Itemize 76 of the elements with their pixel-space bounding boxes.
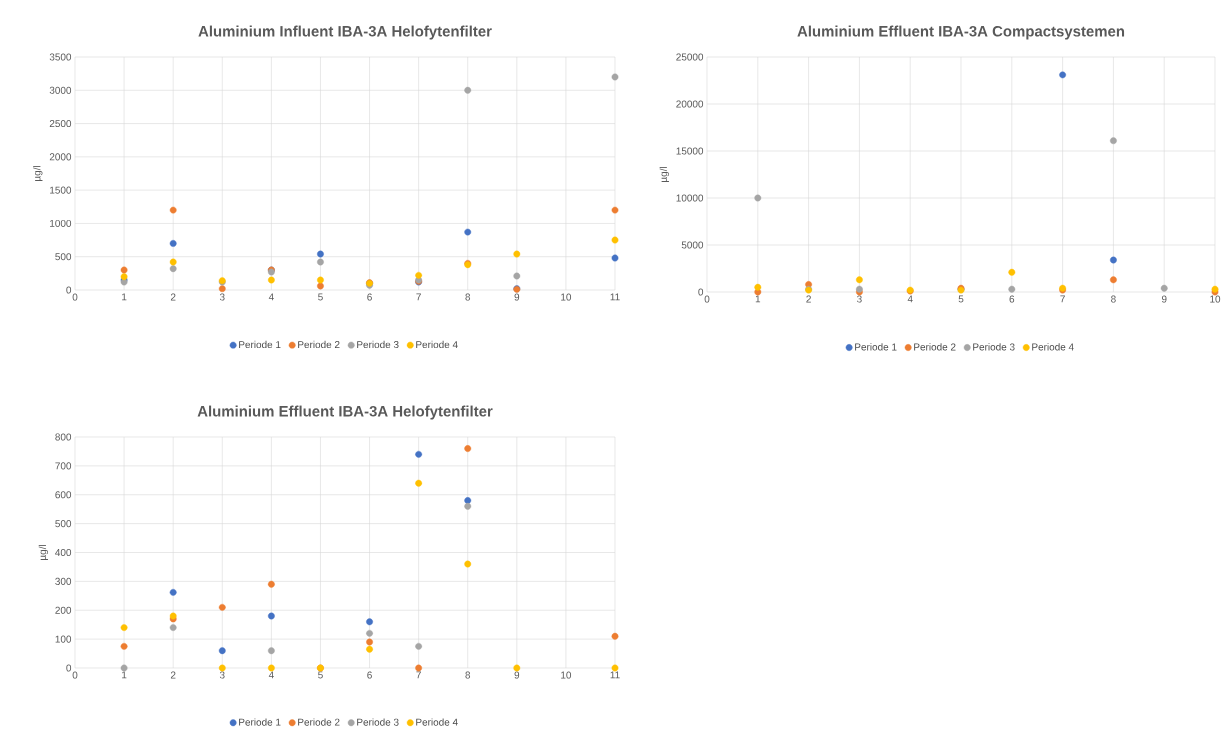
y-axis-title: µg/l (38, 545, 49, 560)
y-tick-label: 10000 (676, 194, 704, 202)
y-tick-label: 3000 (49, 86, 72, 94)
x-tick-label: 8 (1111, 295, 1116, 303)
chart-title: Aluminium Influent IBA-3A Helofytenfilter (198, 25, 492, 40)
y-tick-label: 1500 (50, 186, 72, 194)
x-tick-label: 7 (416, 293, 421, 301)
x-tick-label: 3 (857, 295, 862, 303)
legend-label: Periode 3 (357, 718, 399, 726)
legend-label: Periode 1 (239, 718, 281, 726)
y-tick-label: 0 (66, 664, 72, 672)
x-tick-label: 11 (610, 671, 620, 679)
legend-label: Periode 4 (416, 718, 458, 726)
x-tick-label: 4 (907, 295, 913, 303)
x-tick-label: 5 (958, 295, 964, 303)
x-tick-label: 1 (122, 671, 127, 679)
y-tick-label: 20000 (676, 100, 704, 108)
x-tick-label: 9 (514, 293, 520, 301)
x-tick-label: 7 (416, 671, 421, 679)
x-tick-label: 3 (219, 293, 225, 301)
y-tick-label: 200 (55, 606, 72, 614)
y-tick-label: 800 (55, 433, 72, 441)
y-tick-label: 5000 (681, 241, 704, 249)
x-tick-label: 9 (514, 671, 520, 679)
x-tick-label: 6 (367, 293, 372, 301)
x-tick-label: 9 (1161, 295, 1167, 303)
x-tick-label: 10 (561, 293, 572, 301)
y-tick-label: 300 (55, 577, 72, 585)
x-tick-label: 1 (122, 293, 127, 301)
legend-label: Periode 3 (357, 340, 399, 349)
y-tick-label: 2000 (49, 153, 72, 161)
x-tick-label: 1 (755, 295, 761, 303)
x-tick-label: 2 (170, 671, 176, 679)
y-tick-label: 0 (698, 288, 704, 296)
x-tick-label: 3 (219, 671, 225, 679)
y-tick-label: 100 (55, 635, 72, 643)
x-tick-label: 8 (465, 293, 471, 301)
y-tick-label: 500 (55, 253, 72, 261)
legend-label: Periode 4 (416, 340, 458, 349)
chart-title: Aluminium Effluent IBA-3A Compactsystemen (797, 25, 1125, 40)
legend-label: Periode 3 (973, 343, 1015, 351)
y-tick-label: 500 (55, 520, 72, 528)
y-tick-label: 2500 (49, 120, 72, 128)
y-tick-label: 0 (66, 286, 72, 294)
x-tick-label: 6 (367, 671, 372, 679)
x-tick-label: 6 (1009, 295, 1015, 303)
x-tick-label: 2 (170, 293, 176, 301)
x-tick-label: 5 (318, 293, 323, 301)
y-tick-label: 1000 (50, 219, 72, 227)
x-tick-label: 7 (1060, 295, 1065, 303)
x-tick-label: 5 (318, 671, 323, 679)
y-tick-label: 700 (55, 462, 72, 470)
x-tick-label: 0 (72, 671, 78, 679)
x-tick-label: 11 (610, 293, 620, 301)
y-tick-label: 15000 (676, 147, 704, 155)
x-tick-label: 10 (1210, 295, 1221, 303)
y-tick-label: 600 (55, 491, 72, 499)
legend-label: Periode 1 (239, 340, 281, 349)
x-tick-label: 0 (704, 295, 710, 303)
y-tick-label: 400 (55, 548, 72, 557)
y-axis-title: µg/l (33, 166, 43, 181)
legend-label: Periode 2 (914, 343, 956, 351)
x-tick-label: 0 (72, 293, 78, 301)
chart-title: Aluminium Effluent IBA-3A Helofytenfilter (197, 405, 493, 420)
legend-label: Periode 4 (1032, 343, 1074, 351)
legend-label: Periode 2 (298, 340, 340, 349)
y-tick-label: 25000 (676, 53, 704, 61)
x-tick-label: 2 (806, 295, 811, 303)
legend-label: Periode 2 (298, 718, 340, 726)
x-tick-label: 4 (268, 671, 274, 679)
x-tick-label: 4 (268, 293, 274, 301)
y-tick-label: 3500 (49, 53, 72, 61)
y-axis-title: µg/l (659, 167, 669, 182)
x-tick-label: 8 (465, 671, 471, 679)
legend-label: Periode 1 (855, 343, 897, 351)
x-tick-label: 10 (561, 671, 572, 679)
